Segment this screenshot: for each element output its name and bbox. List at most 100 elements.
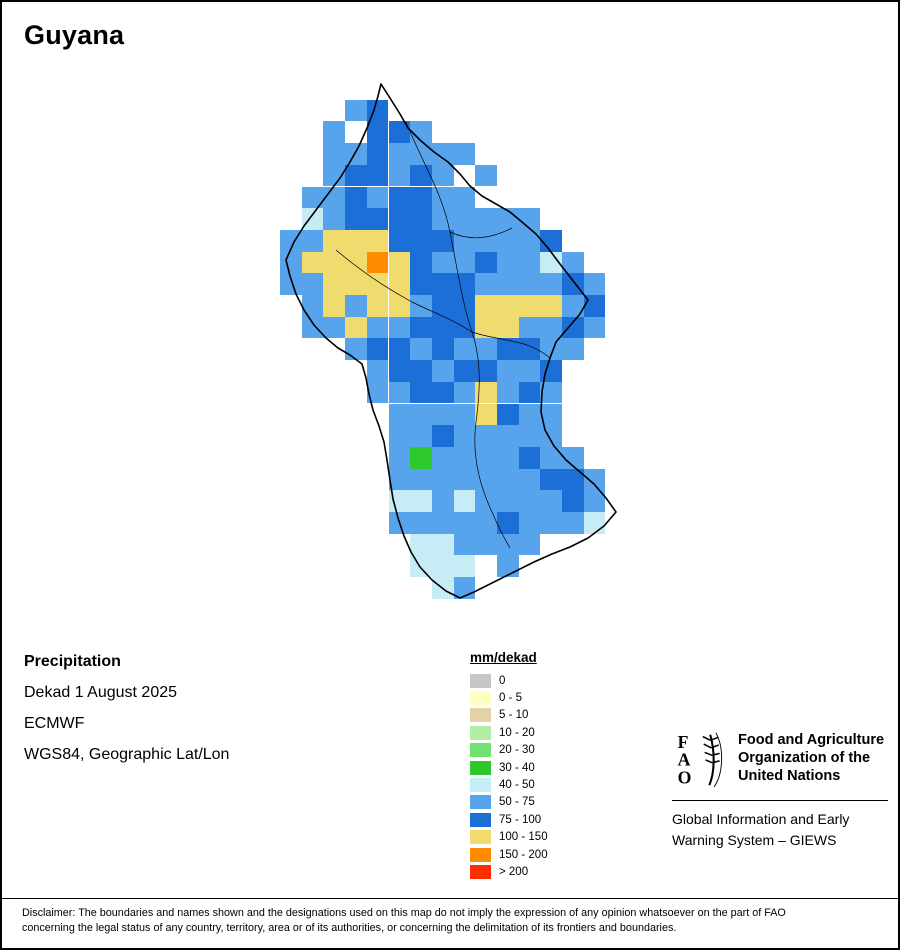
- raster-cell: [540, 490, 563, 512]
- raster-cell: [562, 446, 584, 469]
- raster-cell: [540, 295, 563, 317]
- raster-cell: [453, 208, 476, 230]
- raster-cell: [410, 425, 432, 447]
- raster-cell: [518, 360, 541, 382]
- legend-item: > 200: [470, 863, 548, 880]
- legend-swatch: [470, 812, 491, 827]
- legend-item: 5 - 10: [470, 707, 548, 724]
- raster-cell: [475, 403, 497, 426]
- raster-cell: [497, 229, 519, 252]
- raster-cell: [366, 295, 389, 317]
- raster-cell: [475, 512, 497, 534]
- raster-cell: [410, 490, 432, 512]
- raster-cell: [540, 381, 563, 404]
- raster-cell: [410, 143, 432, 165]
- raster-cell: [497, 273, 519, 295]
- raster-cell: [323, 229, 346, 252]
- info-heading: Precipitation: [24, 653, 121, 670]
- raster-cell: [345, 251, 367, 274]
- raster-cell: [518, 316, 541, 339]
- raster-cell: [366, 381, 389, 404]
- raster-cell: [366, 143, 389, 165]
- raster-cell: [583, 468, 606, 491]
- raster-cell: [410, 360, 432, 382]
- raster-cell: [431, 229, 454, 252]
- legend-label: 10 - 20: [499, 726, 535, 739]
- raster-cell: [388, 143, 411, 165]
- raster-cell: [431, 577, 454, 599]
- raster-cell: [475, 555, 497, 578]
- raster-cell: [431, 251, 454, 274]
- raster-cell: [410, 251, 432, 274]
- info-source: ECMWF: [24, 715, 85, 732]
- raster-cell: [518, 229, 541, 252]
- raster-cell: [453, 316, 476, 339]
- raster-cell: [366, 164, 389, 187]
- raster-cell: [497, 533, 519, 556]
- raster-cell: [453, 273, 476, 295]
- raster-cell: [388, 360, 411, 382]
- raster-cell: [497, 381, 519, 404]
- legend-label: 50 - 75: [499, 796, 535, 809]
- raster-cell: [366, 338, 389, 361]
- raster-cell: [497, 555, 519, 578]
- raster-cell: [410, 208, 432, 230]
- raster-cell: [453, 229, 476, 252]
- raster-cell: [388, 490, 411, 512]
- raster-cell: [323, 143, 346, 165]
- raster-cell: [431, 164, 454, 187]
- legend-swatch: [470, 864, 491, 879]
- raster-cell: [323, 273, 346, 295]
- raster-cell: [388, 446, 411, 469]
- raster-cell: [518, 251, 541, 274]
- raster-cell: [562, 251, 584, 274]
- svg-text:O: O: [678, 767, 692, 787]
- raster-cell: [497, 403, 519, 426]
- raster-cell: [497, 425, 519, 447]
- raster-cell: [497, 446, 519, 469]
- raster-cell: [301, 186, 324, 209]
- raster-cell: [410, 446, 432, 469]
- legend-swatch: [470, 847, 491, 862]
- raster-cell: [453, 425, 476, 447]
- raster-cell: [562, 468, 584, 491]
- raster-cell: [453, 490, 476, 512]
- raster-cell: [280, 273, 302, 295]
- org-name: Food and Agriculture Organization of the…: [738, 732, 885, 785]
- raster-cell: [583, 512, 606, 534]
- raster-cell: [540, 425, 563, 447]
- legend-swatch: [470, 760, 491, 775]
- raster-cell: [518, 490, 541, 512]
- raster-cell: [431, 186, 454, 209]
- raster-cell: [301, 295, 324, 317]
- raster-cell: [562, 512, 584, 534]
- raster-cell: [562, 338, 584, 361]
- raster-cell: [540, 446, 563, 469]
- raster-cell: [366, 208, 389, 230]
- raster-cell: [431, 360, 454, 382]
- raster-cell: [345, 229, 367, 252]
- raster-cell: [431, 316, 454, 339]
- raster-cell: [345, 338, 367, 361]
- raster-cell: [388, 273, 411, 295]
- raster-cell: [540, 403, 563, 426]
- raster-cell: [410, 338, 432, 361]
- org-block: F A O Food and Agriculture Organization …: [672, 728, 888, 851]
- raster-cell: [323, 316, 346, 339]
- raster-cell: [410, 381, 432, 404]
- raster-cell: [453, 555, 476, 578]
- raster-cell: [518, 381, 541, 404]
- raster-cell: [280, 251, 302, 274]
- raster-cell: [431, 338, 454, 361]
- raster-cell: [453, 143, 476, 165]
- raster-cell: [388, 164, 411, 187]
- legend-title: mm/dekad: [470, 650, 537, 665]
- legend-item: 10 - 20: [470, 724, 548, 741]
- raster-cell: [388, 295, 411, 317]
- raster-cell: [388, 512, 411, 534]
- raster-cell: [388, 403, 411, 426]
- legend-item: 20 - 30: [470, 742, 548, 759]
- raster-cell: [497, 338, 519, 361]
- raster-cell: [410, 403, 432, 426]
